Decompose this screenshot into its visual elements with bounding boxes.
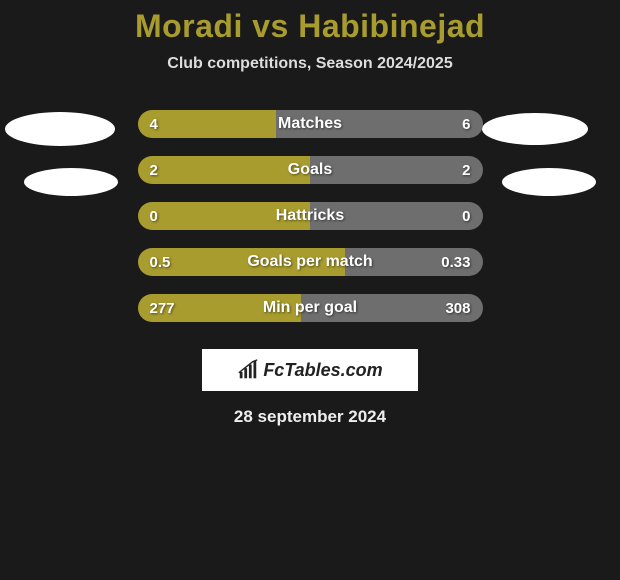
stat-value-left: 0.5	[150, 248, 171, 276]
stat-bar: Matches4 6	[138, 110, 483, 138]
stat-label: Hattricks	[138, 202, 483, 230]
stat-value-right: 308	[445, 294, 470, 322]
stat-label: Matches	[138, 110, 483, 138]
page-title: Moradi vs Habibinejad	[0, 8, 620, 45]
stat-value-right: 0	[462, 202, 470, 230]
stat-row: Goals2 2	[0, 147, 620, 193]
stat-label: Goals	[138, 156, 483, 184]
stat-value-left: 0	[150, 202, 158, 230]
stat-bar: Hattricks0 0	[138, 202, 483, 230]
stat-label: Goals per match	[138, 248, 483, 276]
stat-value-left: 4	[150, 110, 158, 138]
subtitle: Club competitions, Season 2024/2025	[0, 55, 620, 73]
stat-value-right: 2	[462, 156, 470, 184]
stat-bar: Goals2 2	[138, 156, 483, 184]
stat-value-right: 0.33	[441, 248, 470, 276]
chart-icon	[237, 359, 259, 381]
logo-box: FcTables.com	[202, 349, 418, 391]
stat-value-left: 2	[150, 156, 158, 184]
logo: FcTables.com	[237, 359, 382, 381]
stat-bar: Min per goal277 308	[138, 294, 483, 322]
root: Moradi vs Habibinejad Club competitions,…	[0, 0, 620, 427]
stat-value-left: 277	[150, 294, 175, 322]
stat-value-right: 6	[462, 110, 470, 138]
stat-row: Min per goal277 308	[0, 285, 620, 331]
stats-area: Matches4 6 Goals2 2 Hattricks0 0 Goals per mat…	[0, 101, 620, 331]
stat-bar: Goals per match0.5 0.33	[138, 248, 483, 276]
stat-label: Min per goal	[138, 294, 483, 322]
logo-text: FcTables.com	[263, 360, 382, 381]
date-text: 28 september 2024	[0, 407, 620, 427]
stat-row: Matches4 6	[0, 101, 620, 147]
stat-row: Hattricks0 0	[0, 193, 620, 239]
stat-row: Goals per match0.5 0.33	[0, 239, 620, 285]
